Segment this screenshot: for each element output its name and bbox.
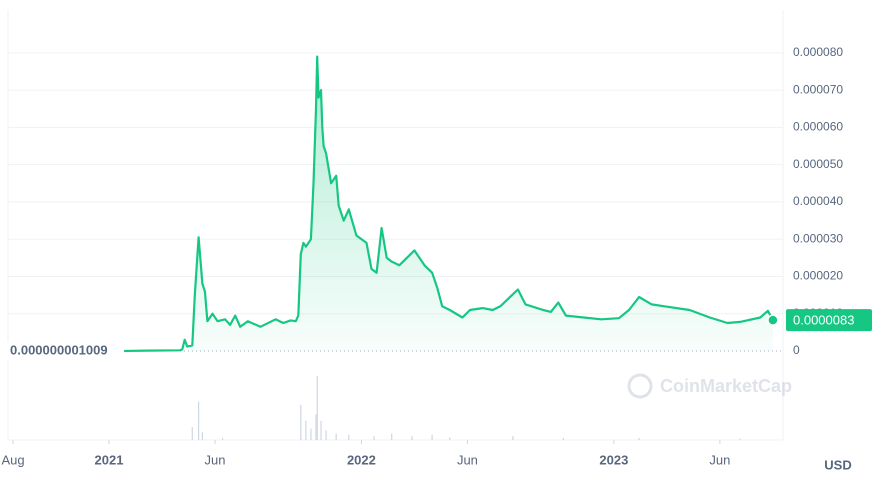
- watermark: CoinMarketCap: [627, 373, 792, 399]
- volume-bar: [191, 427, 193, 440]
- volume-bar: [320, 420, 322, 440]
- volume-bar: [739, 438, 741, 440]
- volume-bar: [310, 428, 312, 440]
- y-tick-label: 0.000050: [793, 157, 843, 171]
- volume-bar: [201, 432, 203, 440]
- volume-bar: [305, 420, 307, 440]
- volume-bar: [325, 430, 327, 440]
- start-price-bg: [4, 341, 124, 360]
- volume-bar: [638, 438, 640, 440]
- watermark-text: CoinMarketCap: [660, 376, 792, 396]
- y-tick-label: 0.000070: [793, 82, 843, 96]
- price-line: [124, 55, 774, 353]
- volume-bar: [391, 433, 393, 440]
- volume-bar: [512, 436, 514, 440]
- y-tick-label: 0.000040: [793, 194, 843, 208]
- currency-label: USD: [824, 457, 851, 472]
- y-tick-label: 0.000060: [793, 120, 843, 134]
- x-tick-label: Jun: [205, 452, 226, 467]
- volume-bar: [373, 436, 375, 440]
- current-price-label: 0.0000083: [793, 313, 854, 328]
- volume-bar: [431, 434, 433, 440]
- y-tick-label: 0: [793, 343, 800, 357]
- volume-bar: [300, 404, 302, 440]
- x-tick-label: 2023: [599, 452, 628, 467]
- x-tick-label: Jun: [457, 452, 478, 467]
- volume-bar: [449, 437, 451, 440]
- y-tick-label: 0.000020: [793, 269, 843, 283]
- area: [124, 56, 773, 351]
- volume-bar: [411, 436, 413, 440]
- x-tick-label: 2022: [347, 452, 376, 467]
- x-tick-label: Jun: [709, 452, 730, 467]
- volume-bar: [348, 434, 350, 440]
- volume-bar: [315, 414, 317, 440]
- y-tick-label: 0.000080: [793, 45, 843, 59]
- volume-bar: [221, 438, 224, 440]
- volume-bar: [335, 433, 337, 440]
- y-tick-label: 0.000030: [793, 231, 843, 245]
- x-tick-label: 2021: [95, 452, 124, 467]
- volume-bar: [316, 376, 318, 440]
- start-price-label: 0.000000001009: [10, 342, 108, 357]
- volume-bar: [197, 401, 200, 440]
- current-price-box: [786, 309, 872, 332]
- current-dot: [767, 314, 779, 326]
- x-tick-label: Aug: [1, 452, 24, 467]
- volume-bar: [562, 438, 564, 440]
